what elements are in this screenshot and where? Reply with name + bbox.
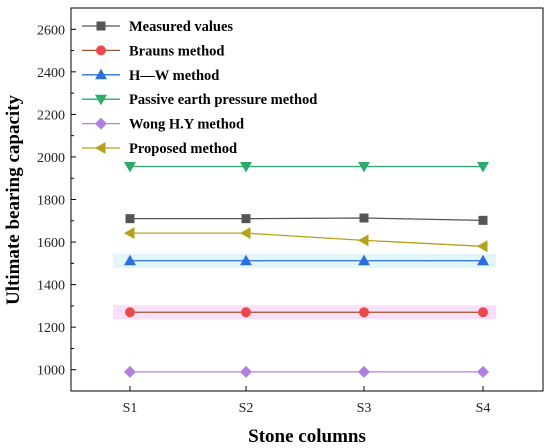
data-point <box>240 162 252 173</box>
x-tick-label: S4 <box>476 401 491 416</box>
data-point <box>240 365 252 378</box>
legend-label: Proposed method <box>129 141 237 157</box>
data-point <box>240 227 251 240</box>
x-axis: S1 S2 S3 S4 <box>123 386 491 416</box>
y-tick-label: 1600 <box>37 236 65 251</box>
data-point <box>358 254 370 266</box>
data-point <box>478 215 488 225</box>
series-group <box>124 162 489 378</box>
legend-marker <box>95 68 107 80</box>
y-axis-title: Ultimate bearing capacity <box>3 94 24 305</box>
data-point <box>241 214 251 224</box>
line-highlights <box>113 253 496 320</box>
data-point <box>358 162 370 173</box>
legend-marker <box>95 142 106 154</box>
series-line <box>130 232 484 247</box>
data-point <box>358 365 370 378</box>
y-tick-label: 1800 <box>37 194 65 209</box>
data-point <box>358 234 369 247</box>
data-point <box>125 214 135 224</box>
data-point <box>359 307 369 318</box>
data-point <box>477 162 489 173</box>
legend-label: H—W method <box>129 68 219 84</box>
data-point <box>124 162 136 173</box>
y-tick-label: 1400 <box>37 279 65 294</box>
legend-label: Wong H.Y method <box>129 117 244 133</box>
legend-entry: Measured values <box>82 19 233 35</box>
y-tick-label: 1200 <box>37 321 65 336</box>
y-tick-label: 2000 <box>37 151 65 166</box>
legend-marker <box>95 117 107 130</box>
y-tick-label: 2600 <box>37 23 65 38</box>
x-tick-label: S1 <box>123 401 138 416</box>
series-1 <box>125 307 488 318</box>
legend-entry: Passive earth pressure method <box>82 92 317 108</box>
y-tick-label: 2200 <box>37 108 65 123</box>
data-point <box>124 227 135 240</box>
legend-label: Measured values <box>129 19 233 35</box>
data-point <box>359 213 369 223</box>
data-point <box>477 240 488 253</box>
x-tick-label: S2 <box>239 401 254 416</box>
series-3 <box>124 162 489 173</box>
plot-frame <box>70 7 544 392</box>
series-2 <box>124 254 489 266</box>
x-axis-title: Stone columns <box>248 426 366 447</box>
legend-label: Passive earth pressure method <box>129 92 317 108</box>
legend-entry: Wong H.Y method <box>82 117 244 133</box>
legend-entry: Proposed method <box>82 141 237 157</box>
legend-marker <box>96 21 106 31</box>
series-5 <box>124 227 488 253</box>
data-point <box>241 307 251 318</box>
data-point <box>124 365 136 378</box>
data-point <box>125 307 135 318</box>
legend-entry: H—W method <box>82 68 219 84</box>
legend-marker <box>96 45 106 56</box>
legend: Measured values Brauns method H—W method Pa… <box>82 19 317 157</box>
data-point <box>477 365 489 378</box>
x-tick-label: S3 <box>357 401 372 416</box>
data-point <box>124 254 136 266</box>
data-point <box>240 254 252 266</box>
data-point <box>477 254 489 266</box>
legend-entry: Brauns method <box>82 43 224 59</box>
legend-marker <box>95 94 107 106</box>
series-4 <box>124 365 489 378</box>
data-point <box>478 307 488 318</box>
y-tick-label: 1000 <box>37 364 65 379</box>
y-tick-label: 2400 <box>37 66 65 81</box>
series-line <box>130 217 484 222</box>
legend-label: Brauns method <box>129 43 224 59</box>
series-0 <box>125 213 488 225</box>
y-axis: 1000 1200 1400 1600 1800 2000 2200 2400 2600 <box>37 23 76 379</box>
